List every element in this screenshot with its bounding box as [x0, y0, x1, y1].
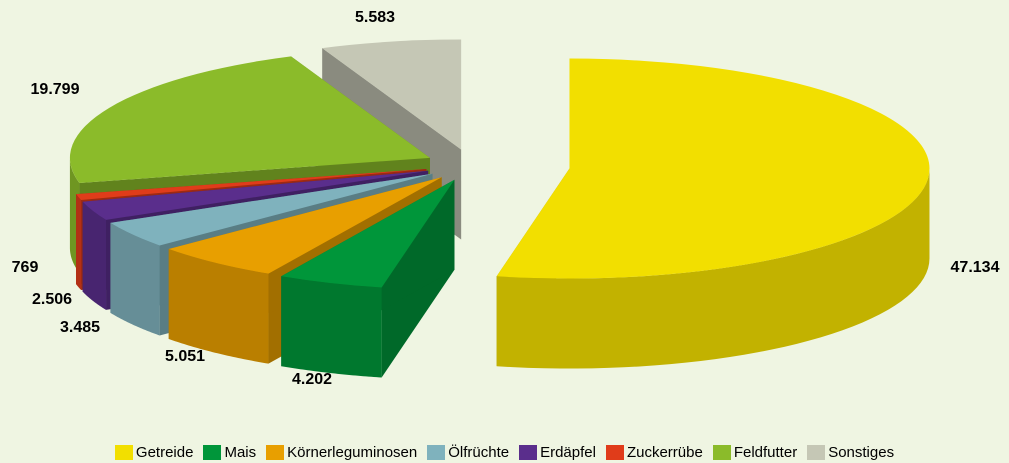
slice-wall — [168, 248, 269, 364]
slice-wall — [281, 276, 382, 378]
data-label: 2.506 — [32, 291, 72, 308]
legend-swatch — [427, 445, 446, 460]
legend-swatch — [114, 445, 133, 460]
legend-swatch — [519, 445, 538, 460]
legend-label: Getreide — [135, 444, 194, 461]
data-label: 769 — [12, 259, 39, 276]
slice-top — [76, 169, 427, 200]
slice-top — [69, 56, 430, 183]
slice-top — [168, 177, 442, 274]
legend-item: Mais — [203, 444, 256, 461]
data-label: 4.202 — [292, 371, 332, 388]
legend-swatch — [807, 445, 826, 460]
legend-swatch — [712, 445, 731, 460]
legend-swatch — [203, 445, 222, 460]
legend-label: Erdäpfel — [540, 444, 596, 461]
legend-label: Ölfrüchte — [448, 444, 510, 461]
legend-label: Körnerleguminosen — [287, 444, 418, 461]
legend-swatch — [605, 445, 624, 460]
legend-label: Feldfutter — [733, 444, 798, 461]
legend-item: Getreide — [114, 444, 194, 461]
data-label: 5.051 — [165, 348, 205, 365]
slice-top — [281, 179, 455, 288]
legend-label: Sonstiges — [828, 444, 895, 461]
slice-wall — [76, 194, 82, 290]
legend-item: Feldfutter — [712, 444, 798, 461]
slice-wall — [110, 222, 160, 336]
data-label: 3.485 — [60, 319, 100, 336]
slice-top — [82, 170, 429, 220]
slice-top — [322, 39, 462, 150]
legend-item: Sonstiges — [807, 444, 894, 461]
slice-wall — [496, 168, 930, 369]
data-label: 47.134 — [951, 259, 1000, 276]
data-label: 19.799 — [31, 81, 80, 98]
chart: 47.134 4.202 5.051 3.485 2.506 769 19.799 5.583 — [12, 9, 1000, 388]
data-label: 5.583 — [355, 9, 395, 26]
slice-top — [496, 58, 930, 279]
slice-wall — [82, 201, 107, 310]
slice-top — [110, 173, 433, 246]
legend-label: Mais — [224, 444, 257, 461]
legend-item: Zuckerrübe — [605, 444, 703, 461]
legend: Getreide Mais Körnerleguminosen Ölfrüchte Er… — [0, 444, 1009, 461]
legend-label: Zuckerrübe — [626, 444, 703, 461]
legend-item: Erdäpfel — [519, 444, 596, 461]
legend-swatch — [266, 445, 285, 460]
legend-item: Ölfrüchte — [427, 444, 509, 461]
legend-item: Körnerleguminosen — [266, 444, 417, 461]
